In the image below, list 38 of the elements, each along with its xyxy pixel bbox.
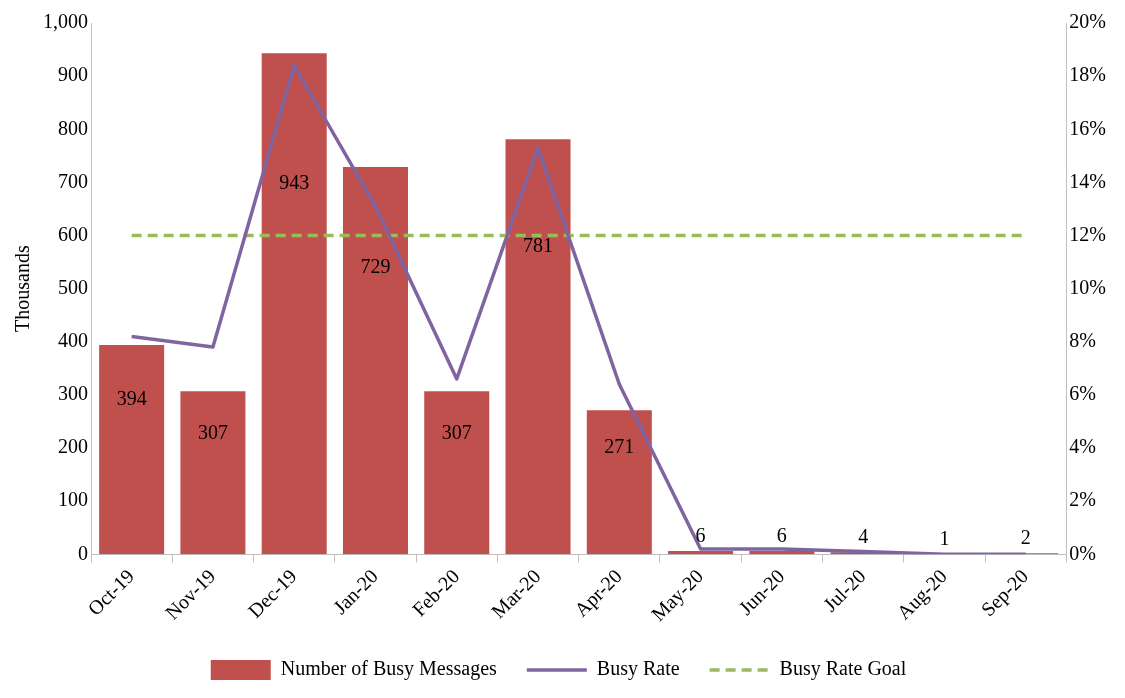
- y2-tick-label: 4%: [1069, 435, 1097, 458]
- data-label: 307: [441, 420, 472, 443]
- y2-tick-label: 20%: [1069, 10, 1107, 33]
- y-tick-label: 300: [58, 382, 88, 405]
- legend-label: Number of Busy Messages: [280, 657, 498, 681]
- y-tick-label: 400: [58, 329, 88, 351]
- y-tick-label: 600: [58, 222, 88, 245]
- data-label: 6: [776, 524, 787, 547]
- y2-tick-label: 6%: [1069, 382, 1097, 405]
- y-tick-label: 800: [58, 116, 88, 139]
- y2-tick-label: 10%: [1069, 275, 1107, 298]
- y-tick-label: 1,000: [43, 10, 88, 33]
- y-tick-label: 200: [58, 435, 88, 458]
- data-label: 4: [858, 525, 869, 548]
- data-label: 307: [197, 420, 228, 443]
- data-label: 271: [604, 434, 635, 457]
- y2-tick-label: 0%: [1069, 541, 1097, 564]
- y2-tick-label: 2%: [1069, 488, 1097, 511]
- y-tick-label: 100: [58, 488, 88, 511]
- data-label: 1: [939, 526, 950, 549]
- y2-tick-label: 12%: [1069, 222, 1107, 245]
- data-label: 781: [523, 234, 554, 257]
- legend-label: Busy Rate: [596, 657, 680, 681]
- y-axis-title: Thousands: [11, 245, 34, 332]
- y-tick-label: 900: [58, 63, 88, 86]
- data-label: 729: [360, 254, 391, 277]
- y-tick-label: 500: [58, 275, 88, 298]
- y2-tick-label: 14%: [1069, 169, 1107, 192]
- y2-tick-label: 18%: [1069, 63, 1107, 86]
- legend-label: Busy Rate Goal: [779, 657, 907, 681]
- data-label: 2: [1020, 526, 1031, 549]
- data-label: 6: [695, 524, 706, 547]
- data-label: 943: [279, 170, 310, 193]
- y-tick-label: 0: [78, 541, 88, 564]
- data-label: 394: [116, 386, 147, 409]
- y2-tick-label: 8%: [1069, 329, 1097, 351]
- y2-tick-label: 16%: [1069, 116, 1107, 139]
- y-tick-label: 700: [58, 169, 88, 192]
